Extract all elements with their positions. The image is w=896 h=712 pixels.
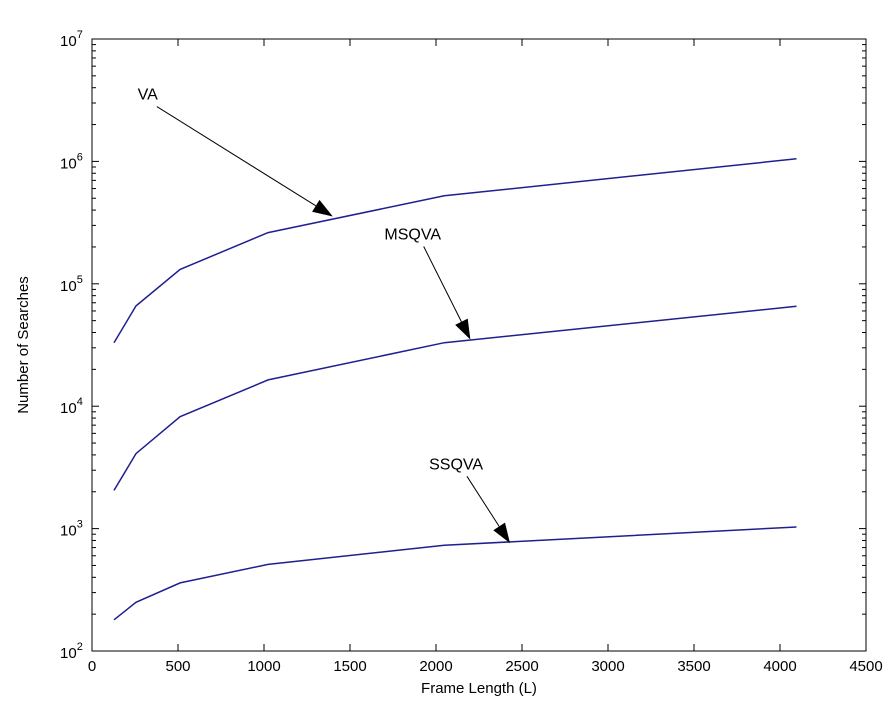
annotation-arrow-shaft (156, 106, 317, 207)
y-tick-label: 107 (60, 29, 83, 50)
y-tick-label: 103 (60, 519, 83, 540)
y-tick-label: 102 (60, 641, 83, 662)
y-tick-label: 105 (60, 274, 83, 295)
annotation-arrow-head (493, 522, 510, 544)
annotation-arrow-head (312, 199, 333, 217)
x-tick-label: 4500 (849, 658, 882, 675)
annotation-label: MSQVA (384, 227, 441, 244)
x-tick-label: 1500 (333, 658, 366, 675)
annotation-layer: VA MSQVA SSQVA (138, 87, 510, 544)
y-axis-title: Number of Searches (15, 276, 32, 414)
x-tick-label: 3500 (677, 658, 710, 675)
x-tick-label: 1000 (247, 658, 280, 675)
y-tick-label: 104 (60, 396, 83, 417)
series-line-msqva (113, 305, 797, 491)
annotation-arrow-shaft (423, 246, 462, 322)
annotation-arrow-shaft (466, 476, 500, 527)
plot-area-frame (91, 38, 867, 652)
x-tick-label: 4000 (763, 658, 796, 675)
series-layer (113, 158, 797, 621)
x-tick-label: 500 (165, 658, 190, 675)
annotation-label: SSQVA (429, 456, 483, 473)
y-tick-label: 106 (60, 151, 83, 172)
series-line-va (113, 158, 797, 344)
x-tick-label: 2000 (419, 658, 452, 675)
x-axis: 0 500 1000 1500 2000 2500 3000 3500 4000 4500 (88, 39, 883, 675)
annotation-arrow-head (455, 318, 471, 340)
annotation-label: VA (138, 87, 158, 104)
x-tick-label: 3000 (591, 658, 624, 675)
series-line-ssqva (113, 526, 797, 621)
x-tick-label: 2500 (505, 658, 538, 675)
x-axis-title: Frame Length (L) (421, 680, 537, 697)
y-axis: 102 103 104 105 106 107 (60, 29, 866, 662)
x-tick-label: 0 (88, 658, 96, 675)
